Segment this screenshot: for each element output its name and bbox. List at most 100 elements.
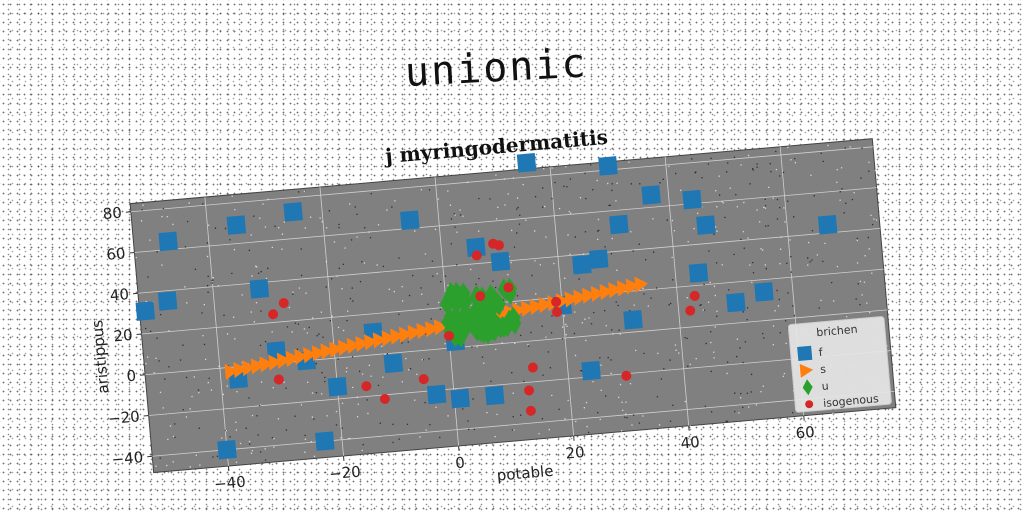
noise-speck [408,341,409,342]
noise-speck [517,295,518,296]
noise-speck [170,425,171,426]
noise-speck [314,456,315,457]
noise-speck [774,310,775,311]
noise-speck [369,365,370,366]
noise-speck [645,259,646,260]
noise-speck [610,205,611,206]
noise-speck [811,259,812,260]
noise-speck [821,153,822,154]
noise-speck [705,406,706,407]
noise-speck [163,407,164,408]
noise-speck [456,232,457,233]
noise-speck [212,279,213,280]
noise-speck [607,183,608,184]
noise-speck [668,304,669,305]
noise-speck [695,358,696,359]
noise-speck [566,186,567,187]
noise-speck [516,232,517,233]
noise-speck [319,217,320,218]
noise-speck [527,344,528,345]
noise-speck [180,359,181,360]
noise-speck [259,217,260,218]
noise-speck [425,253,426,254]
noise-speck [588,432,589,433]
noise-speck [794,315,795,316]
noise-speck [740,397,741,398]
noise-speck [837,266,838,267]
noise-speck [301,275,302,276]
noise-speck [597,412,598,413]
noise-speck [708,163,709,164]
noise-speck [174,437,175,438]
noise-speck [352,300,353,301]
noise-speck [523,381,524,382]
noise-speck [724,217,725,218]
noise-speck [338,224,339,225]
noise-speck [304,452,305,453]
noise-speck [472,398,473,399]
noise-speck [859,304,860,305]
noise-speck [478,198,479,199]
noise-speck [748,155,749,156]
noise-speck [260,345,261,346]
noise-speck [787,201,788,202]
noise-speck [590,164,591,165]
noise-speck [370,375,371,376]
noise-speck [697,213,698,214]
noise-speck [743,231,744,232]
noise-speck [809,261,810,262]
noise-speck [186,416,187,417]
noise-speck [477,346,478,347]
noise-speck [776,169,777,170]
noise-speck [585,198,586,199]
noise-speck [378,385,379,386]
noise-speck [195,269,196,270]
noise-speck [542,206,543,207]
noise-speck [733,254,734,255]
noise-speck [812,230,813,231]
noise-speck [635,350,636,351]
noise-speck [147,356,148,357]
noise-speck [565,334,566,335]
noise-speck [612,238,613,239]
noise-speck [141,220,142,221]
noise-speck [575,421,576,422]
noise-speck [675,350,676,351]
noise-speck [211,389,212,390]
noise-speck [256,302,257,303]
noise-speck [168,330,169,331]
noise-speck [853,192,854,193]
noise-speck [513,177,514,178]
noise-speck [631,424,632,425]
noise-speck [467,182,468,183]
noise-speck [760,391,761,392]
noise-speck [669,359,670,360]
noise-speck [364,262,365,263]
noise-speck [674,230,675,231]
noise-speck [380,422,381,423]
noise-speck [780,249,781,250]
noise-speck [258,273,259,274]
noise-speck [381,346,382,347]
noise-speck [535,293,536,294]
f-square-point [589,249,609,269]
noise-speck [544,206,545,207]
noise-speck [341,288,342,289]
noise-speck [749,264,750,265]
noise-speck [300,248,301,249]
noise-speck [267,199,268,200]
noise-speck [713,357,714,358]
noise-speck [639,244,640,245]
noise-speck [710,342,711,343]
plot-area: −40 −20 0204060−40−20020406080 [88,124,899,503]
noise-speck [685,401,686,402]
noise-speck [260,451,261,452]
noise-speck [858,283,859,284]
noise-speck [687,241,688,242]
noise-speck [621,430,622,431]
noise-speck [234,249,235,250]
noise-speck [234,209,235,210]
x-tick-label: −20 [328,463,361,484]
noise-speck [321,311,322,312]
noise-speck [368,231,369,232]
